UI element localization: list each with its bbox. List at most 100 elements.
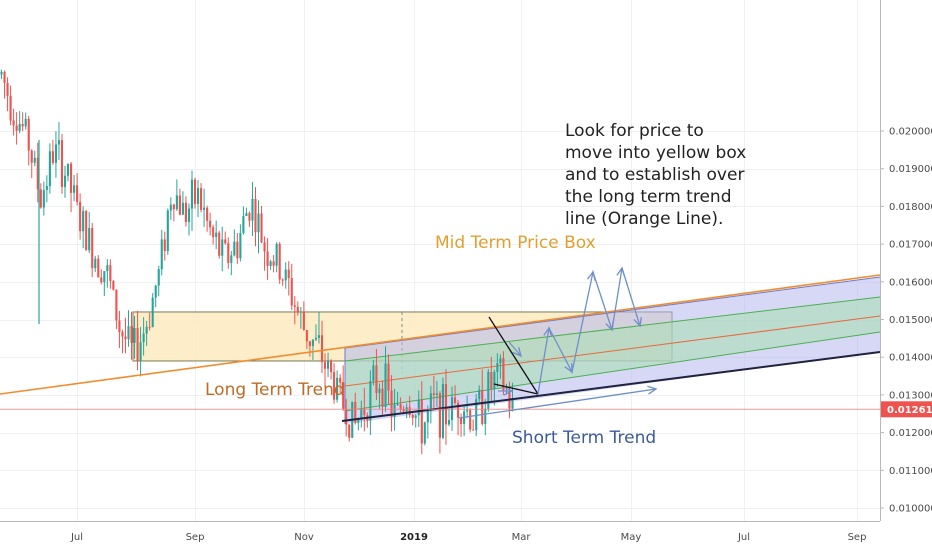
candle-body [414, 415, 417, 418]
candle-body [187, 208, 191, 223]
candle-body [142, 333, 145, 343]
candle-body [200, 188, 203, 210]
candle-body [251, 198, 254, 221]
candle-body [372, 365, 375, 382]
candle-body [103, 271, 106, 283]
candle-body [172, 204, 175, 210]
candle-body [245, 213, 248, 217]
candle-body [342, 382, 345, 409]
candle-body [447, 420, 451, 425]
candle-body [287, 269, 290, 279]
candle-body [15, 125, 18, 131]
candle-body [296, 306, 299, 313]
candle-body [106, 265, 109, 272]
candle-body [115, 289, 118, 321]
candle-body [42, 190, 45, 208]
candle-body [450, 397, 454, 421]
candle-body [317, 335, 321, 338]
candle-body [230, 255, 233, 263]
candle-body [330, 360, 333, 373]
candle-body [460, 417, 463, 424]
y-tick-label: 0.013000 [889, 390, 932, 401]
candle-body [302, 311, 305, 330]
candle-body [57, 140, 61, 145]
candle-body [21, 124, 24, 127]
candle-body [387, 363, 390, 391]
candle-body [432, 393, 435, 396]
candle-body [175, 195, 178, 210]
projection-arrowhead [564, 362, 573, 374]
y-tick-label: 0.014000 [889, 353, 932, 364]
last-price-value: 0.012618 [887, 405, 932, 416]
candle-body [263, 242, 266, 252]
candle-body [145, 326, 148, 334]
candle-body [314, 337, 318, 340]
y-tick-label: 0.018000 [889, 202, 932, 213]
candle-body [100, 277, 103, 283]
candle-body [30, 150, 33, 163]
candle-body [420, 399, 423, 444]
candle-body [181, 202, 184, 215]
candle-body [190, 179, 194, 209]
candle-body [278, 243, 281, 280]
trend-lines [0, 274, 881, 422]
candlesticks [0, 69, 514, 455]
candle-body [160, 239, 163, 270]
candle-body [357, 419, 360, 423]
candle-body [399, 404, 402, 410]
candle-body [453, 397, 457, 403]
candle-body [369, 381, 372, 421]
candle-body [417, 399, 420, 416]
note-line-5: line (Orange Line). [565, 209, 723, 229]
candle-body [39, 189, 42, 208]
short-term-arrowhead [647, 385, 658, 395]
candle-body [354, 401, 357, 423]
candle-body [396, 404, 399, 406]
candle-body [121, 332, 124, 337]
small-arrowhead [512, 347, 522, 358]
candle-body [54, 144, 57, 163]
candle-body [478, 389, 481, 400]
candle-body [260, 213, 263, 243]
candle-body [290, 278, 293, 306]
y-tick-label: 0.017000 [889, 240, 932, 251]
candle-body [79, 201, 82, 232]
time-axis-labels: Jul Sep Nov 2019 Mar May Jul Sep [70, 532, 866, 543]
candle-body [305, 329, 308, 342]
x-tick-label: Nov [294, 532, 314, 543]
candle-body [227, 243, 230, 263]
candle-body [466, 410, 469, 412]
candle-body [94, 258, 97, 269]
candle-body [248, 213, 251, 221]
candle-body [426, 409, 429, 423]
candle-body [502, 358, 505, 391]
candle-body [6, 82, 9, 96]
candle-body [76, 185, 79, 202]
candle-body [24, 118, 27, 127]
candle-body [475, 399, 478, 431]
candle-body [236, 241, 239, 259]
candle-body [441, 384, 445, 438]
candle-body [157, 269, 160, 286]
candle-body [496, 363, 499, 373]
wedge-top-line [488, 316, 539, 395]
candle-body [36, 157, 39, 190]
candle-body [487, 371, 490, 409]
candle-body [206, 207, 209, 221]
y-tick-label: 0.011000 [889, 466, 932, 477]
wedge-bottom-line [493, 383, 539, 395]
candle-body [472, 429, 475, 431]
short-term-trend-label: Short Term Trend [512, 428, 656, 448]
candle-body [154, 285, 157, 298]
candle-body [66, 163, 70, 176]
candle-body [196, 188, 200, 204]
candle-body [218, 232, 221, 256]
candle-body [444, 384, 448, 425]
candle-body [457, 402, 460, 418]
candle-body [293, 305, 296, 307]
candle-body [348, 424, 351, 438]
candle-body [139, 342, 142, 361]
candle-body [221, 239, 224, 256]
candle-body [212, 227, 215, 238]
candle-body [435, 393, 438, 396]
